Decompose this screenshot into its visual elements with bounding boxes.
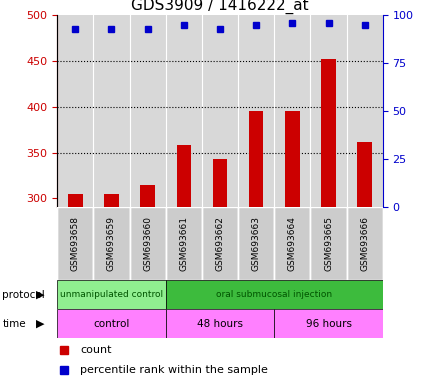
Title: GDS3909 / 1416222_at: GDS3909 / 1416222_at xyxy=(131,0,309,14)
Text: GSM693663: GSM693663 xyxy=(252,216,260,271)
Bar xyxy=(357,142,372,207)
Bar xyxy=(57,309,166,338)
Bar xyxy=(238,207,274,280)
Text: percentile rank within the sample: percentile rank within the sample xyxy=(80,364,268,375)
Text: GSM693664: GSM693664 xyxy=(288,217,297,271)
Text: GSM693662: GSM693662 xyxy=(216,217,224,271)
Bar xyxy=(311,207,347,280)
Bar xyxy=(68,194,83,207)
Bar xyxy=(166,309,274,338)
Bar xyxy=(321,59,336,207)
Text: count: count xyxy=(80,345,111,355)
Text: GSM693660: GSM693660 xyxy=(143,216,152,271)
Bar xyxy=(347,207,383,280)
Text: unmanipulated control: unmanipulated control xyxy=(60,290,163,299)
Bar xyxy=(129,207,166,280)
Text: 96 hours: 96 hours xyxy=(305,318,352,329)
Text: GSM693665: GSM693665 xyxy=(324,216,333,271)
Bar xyxy=(57,280,166,309)
Bar xyxy=(166,207,202,280)
Bar xyxy=(285,111,300,207)
Text: oral submucosal injection: oral submucosal injection xyxy=(216,290,332,299)
Bar xyxy=(176,145,191,207)
Text: ▶: ▶ xyxy=(36,290,45,300)
Bar xyxy=(93,207,129,280)
Bar xyxy=(140,185,155,207)
Text: GSM693661: GSM693661 xyxy=(180,216,188,271)
Text: control: control xyxy=(93,318,130,329)
Bar xyxy=(274,309,383,338)
Bar xyxy=(249,111,264,207)
Bar xyxy=(57,207,93,280)
Text: time: time xyxy=(2,318,26,329)
Bar xyxy=(213,159,227,207)
Bar xyxy=(104,194,119,207)
Text: GSM693666: GSM693666 xyxy=(360,216,369,271)
Bar xyxy=(166,280,383,309)
Text: ▶: ▶ xyxy=(36,318,45,329)
Text: GSM693659: GSM693659 xyxy=(107,216,116,271)
Text: protocol: protocol xyxy=(2,290,45,300)
Bar xyxy=(202,207,238,280)
Bar xyxy=(274,207,311,280)
Text: 48 hours: 48 hours xyxy=(197,318,243,329)
Text: GSM693658: GSM693658 xyxy=(71,216,80,271)
